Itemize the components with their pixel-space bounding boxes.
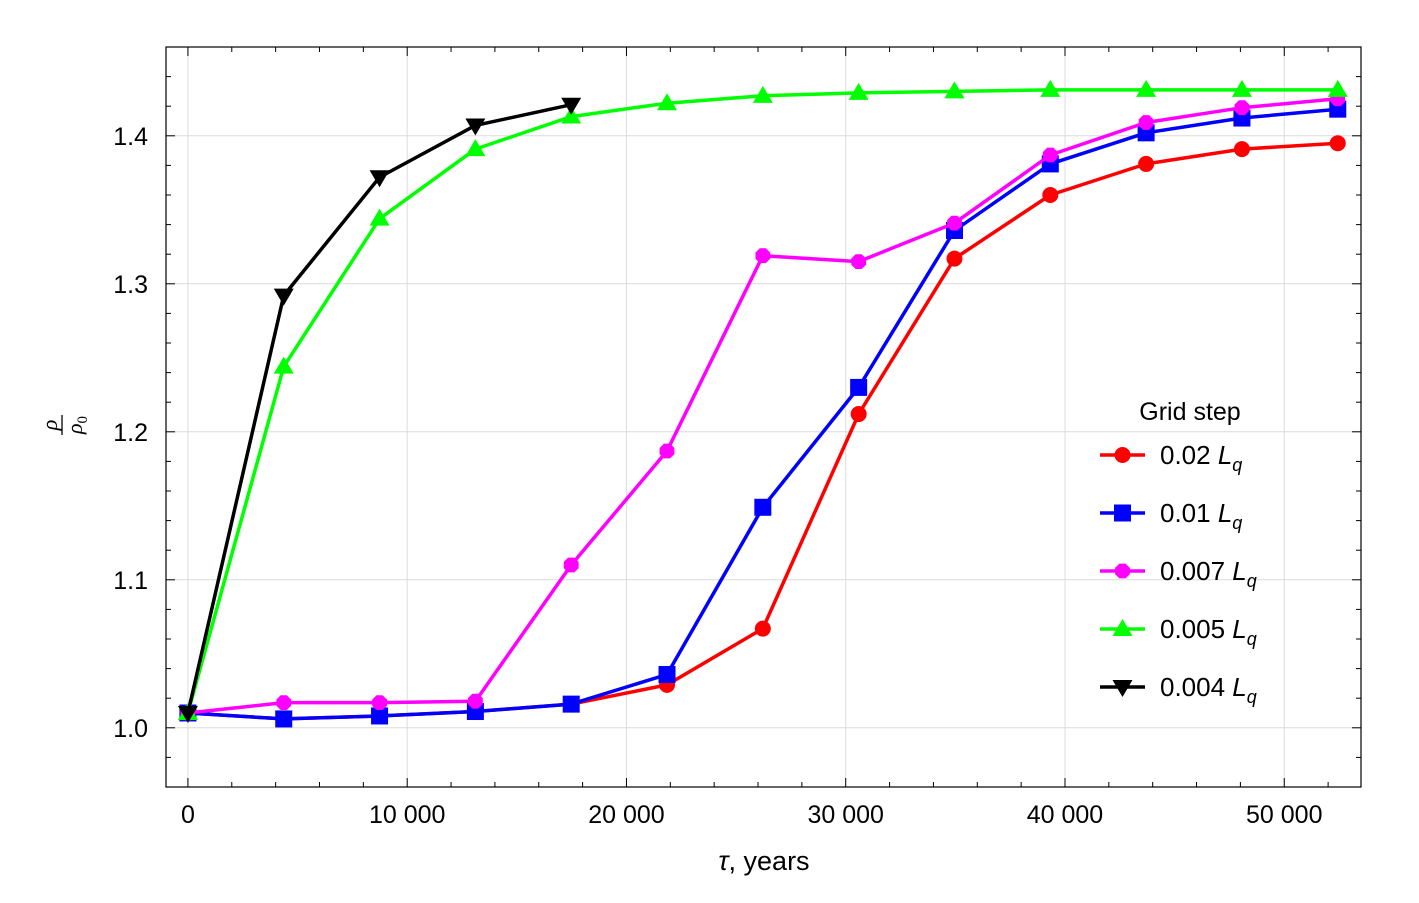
y-tick-label: 1.0 (113, 715, 148, 743)
data-point (561, 97, 582, 115)
data-point (562, 695, 580, 713)
data-point (177, 706, 198, 723)
series-4 (177, 97, 582, 723)
legend-swatch-marker (1112, 619, 1133, 636)
legend-item: 0.01 Lq (1100, 498, 1242, 533)
y-tick-label: 1.3 (113, 271, 148, 299)
legend: Grid step 0.02 Lq 0.01 Lq 0.007 Lq 0.005 Lq… (1100, 398, 1257, 707)
legend-swatch-marker (1115, 563, 1130, 579)
legend-item: 0.007 Lq (1100, 556, 1257, 591)
plot-frame (165, 46, 1362, 788)
data-point (468, 693, 483, 709)
x-tick-label: 50 000 (1246, 801, 1322, 829)
data-point (1136, 79, 1157, 97)
x-tick-label: 40 000 (1027, 801, 1103, 829)
data-point (371, 707, 389, 725)
x-tick-label: 10 000 (369, 801, 445, 829)
data-point (369, 170, 390, 188)
y-tick-label: 1.4 (113, 123, 148, 151)
legend-item: 0.005 Lq (1100, 614, 1257, 649)
data-point (754, 620, 771, 637)
x-tick-labels: 0 10 000 20 000 30 000 40 000 50 000 (181, 801, 1323, 829)
data-point (1040, 79, 1061, 97)
legend-label: 0.005 Lq (1160, 614, 1257, 649)
data-point (1231, 79, 1252, 97)
data-point (273, 356, 294, 374)
data-point (275, 710, 293, 728)
data-point (944, 81, 965, 99)
x-tick-label: 0 (181, 801, 195, 829)
legend-label: 0.01 Lq (1160, 498, 1242, 533)
legend-item: 0.004 Lq (1100, 672, 1257, 707)
y-axis-title-numerator: ρ (37, 420, 62, 432)
series-group (177, 79, 1348, 728)
legend-label: 0.02 Lq (1160, 440, 1242, 475)
axis-ticks (166, 46, 1361, 788)
data-point (372, 695, 387, 710)
data-point (369, 208, 390, 226)
data-point (657, 93, 678, 111)
data-point (273, 288, 294, 306)
data-point (563, 557, 579, 573)
y-tick-labels: 1.0 1.1 1.2 1.3 1.4 (113, 123, 148, 743)
data-point (755, 248, 771, 264)
x-axis-title: τ, years (718, 846, 809, 876)
grid-lines (166, 47, 1361, 787)
data-point (1042, 187, 1059, 203)
data-point (659, 443, 675, 459)
data-point (1234, 100, 1250, 116)
legend-swatch-marker (1112, 680, 1133, 697)
data-point (848, 82, 869, 100)
data-point (561, 106, 582, 124)
series-2 (180, 91, 1346, 721)
x-tick-label: 20 000 (588, 801, 664, 829)
x-tick-label: 30 000 (807, 801, 883, 829)
legend-label: 0.007 Lq (1160, 556, 1257, 591)
data-point (850, 406, 867, 423)
data-point (1233, 141, 1250, 158)
data-point (1329, 135, 1346, 152)
data-point (850, 378, 868, 396)
legend-title: Grid step (1139, 398, 1240, 426)
data-point (465, 139, 486, 157)
legend-label: 0.004 Lq (1160, 672, 1257, 707)
legend-item: 0.02 Lq (1100, 440, 1242, 475)
data-point (1138, 115, 1154, 130)
data-point (658, 666, 676, 684)
legend-swatch-marker (1114, 504, 1131, 522)
data-point (851, 254, 867, 269)
y-tick-label: 1.1 (113, 567, 148, 595)
data-point (1042, 147, 1058, 163)
data-point (754, 498, 772, 516)
data-point (465, 118, 486, 136)
data-point (946, 250, 963, 267)
y-axis-title: ρ ρ0 (37, 415, 91, 435)
data-point (276, 695, 292, 710)
y-axis-title-denominator: ρ0 (62, 416, 91, 435)
series-3 (177, 79, 1348, 720)
data-point (1138, 155, 1155, 172)
data-point (752, 85, 773, 103)
legend-swatch-marker (1114, 447, 1131, 463)
data-point (947, 215, 962, 231)
y-tick-label: 1.2 (113, 419, 148, 447)
data-point (1327, 79, 1348, 97)
